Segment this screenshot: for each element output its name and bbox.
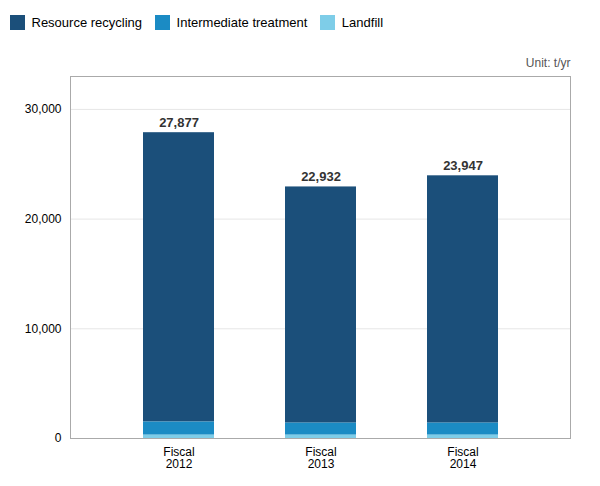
svg-text:30,000: 30,000 — [25, 102, 62, 116]
svg-text:0: 0 — [55, 431, 62, 445]
svg-text:10,000: 10,000 — [25, 321, 62, 335]
svg-text:Fiscal2014: Fiscal2014 — [447, 445, 478, 471]
svg-text:20,000: 20,000 — [25, 211, 62, 225]
svg-text:Fiscal2012: Fiscal2012 — [163, 445, 194, 471]
html-text:Intermediate treatment: Intermediate treatment — [176, 15, 308, 30]
html-text:Landfill: Landfill — [341, 15, 383, 30]
svg-text:Fiscal2013: Fiscal2013 — [305, 445, 336, 471]
svg-text:22,932: 22,932 — [301, 168, 341, 183]
svg-text:27,877: 27,877 — [159, 114, 199, 129]
svg-text:Unit: t/yr: Unit: t/yr — [526, 55, 571, 69]
html-text:Resource recycling: Resource recycling — [31, 15, 142, 30]
svg-text:23,947: 23,947 — [443, 157, 483, 172]
